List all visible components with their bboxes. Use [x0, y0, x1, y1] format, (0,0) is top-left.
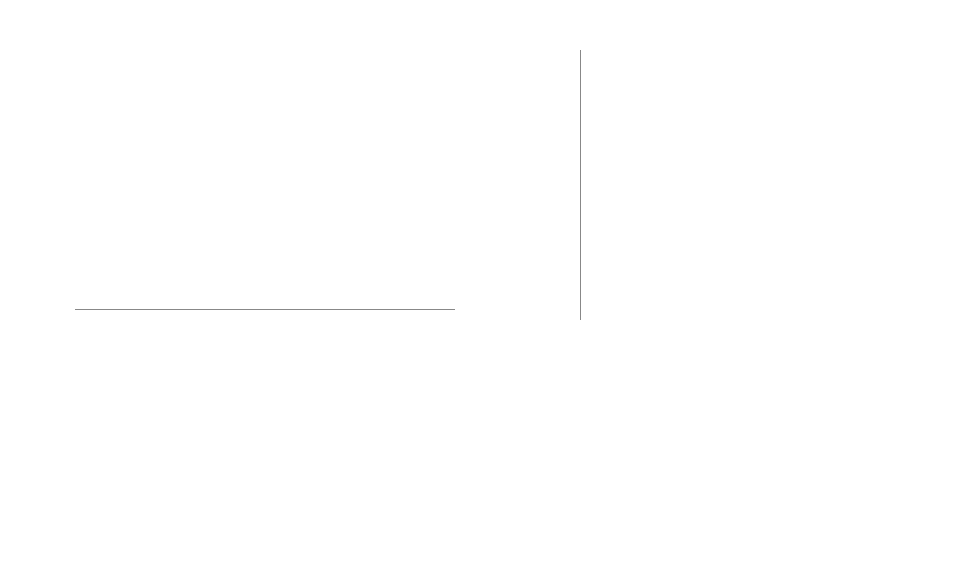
- legend-line-swatch: [258, 35, 282, 37]
- right-panel: [500, 20, 930, 370]
- tgi-line: [75, 60, 375, 210]
- left-legend: [30, 30, 460, 42]
- left-panel: [30, 20, 460, 370]
- charts-container: [0, 0, 960, 370]
- left-chart: [30, 50, 460, 370]
- left-plot: [75, 60, 455, 310]
- right-plot: [580, 50, 925, 320]
- legend-bar-item: [203, 30, 233, 42]
- legend-bar-swatch: [203, 30, 227, 42]
- right-chart: [500, 30, 930, 350]
- legend-line-item: [258, 35, 288, 37]
